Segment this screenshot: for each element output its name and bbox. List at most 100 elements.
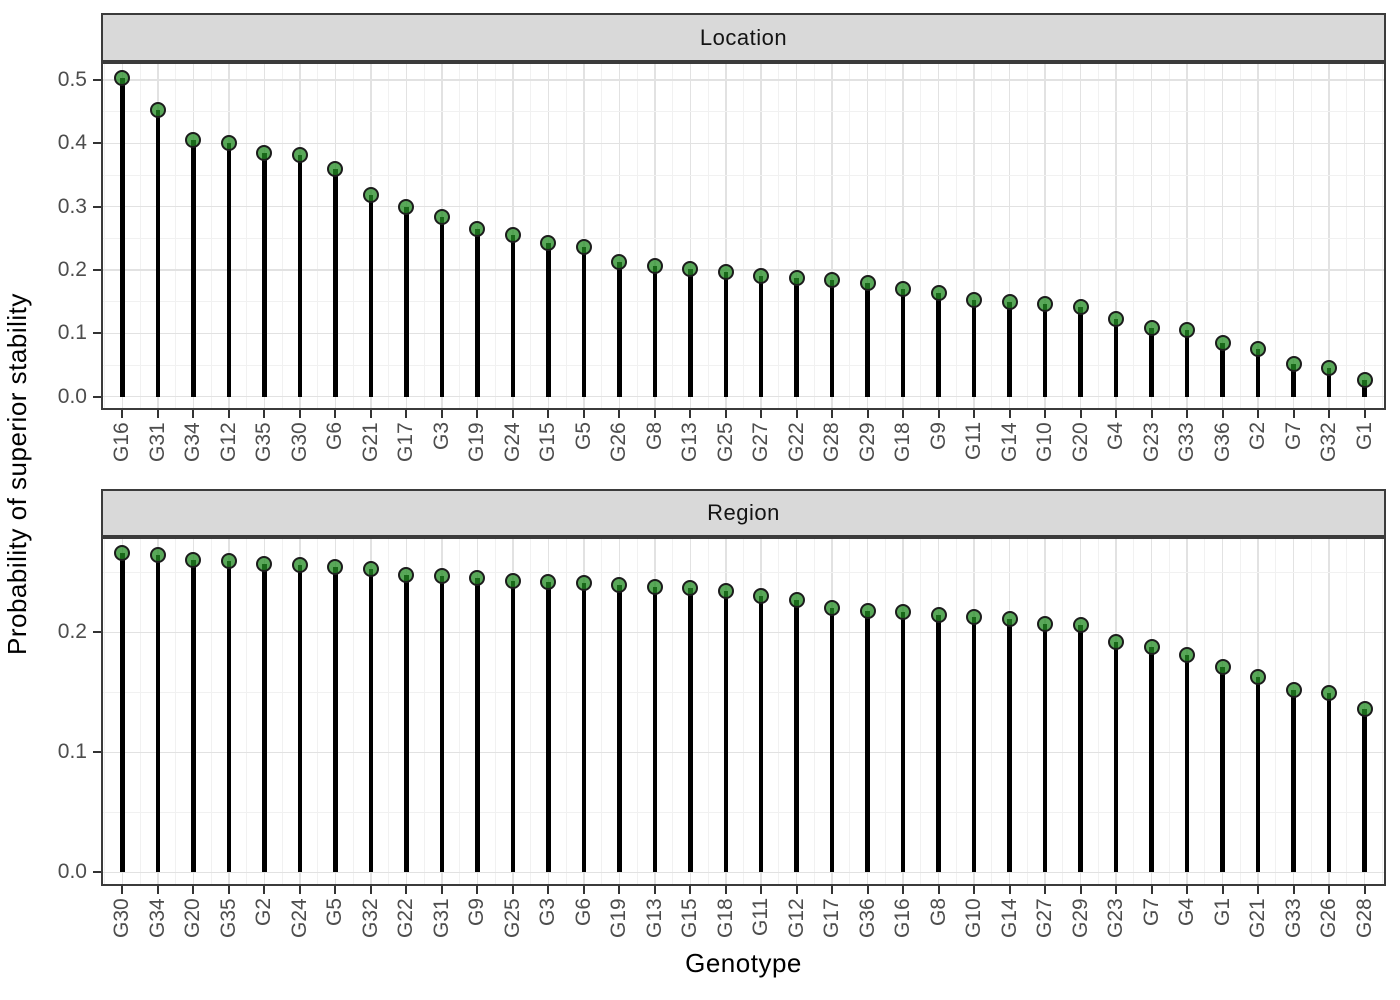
x-axis-tick	[866, 410, 869, 418]
grid-line-vertical-minor	[1310, 537, 1312, 886]
x-axis-tick	[227, 410, 230, 418]
x-tick-label: G3	[429, 422, 453, 451]
grid-line-vertical-minor	[707, 62, 709, 410]
lollipop-stem	[794, 277, 799, 397]
lollipop-stem	[652, 586, 657, 873]
x-tick-label: G25	[713, 422, 737, 462]
grid-line-vertical-minor	[459, 62, 461, 410]
grid-line-vertical-minor	[813, 62, 815, 410]
x-axis-tick	[440, 886, 443, 894]
x-tick-label: G30	[287, 422, 311, 462]
x-axis-tick	[1115, 886, 1118, 894]
lollipop-stem	[1149, 327, 1154, 397]
grid-line-vertical-minor	[139, 62, 141, 410]
lollipop-stem	[1326, 693, 1332, 873]
lollipop-stem	[333, 169, 338, 397]
grid-line-vertical-minor	[636, 62, 638, 410]
lollipop-point	[1356, 372, 1373, 389]
x-tick-label: G24	[287, 898, 311, 938]
lollipop-stem	[758, 275, 764, 397]
lollipop-stem	[971, 299, 977, 397]
x-tick-label: G5	[323, 898, 347, 927]
y-axis-tick	[93, 269, 101, 271]
x-tick-label: G5	[571, 422, 595, 451]
x-tick-label: G17	[394, 422, 418, 462]
grid-line-horizontal-major	[101, 751, 1386, 754]
grid-line-vertical-major	[654, 62, 656, 410]
x-axis-tick	[1186, 886, 1189, 894]
x-axis-tick	[547, 410, 550, 418]
grid-line-vertical-minor	[210, 62, 212, 410]
lollipop-stem	[333, 567, 338, 873]
lollipop-point	[611, 253, 628, 270]
x-axis-tick	[227, 886, 230, 894]
grid-line-vertical-minor	[246, 537, 248, 886]
x-axis-title: Genotype	[685, 947, 802, 978]
grid-line-vertical-major	[1221, 62, 1224, 410]
x-tick-label: G33	[1175, 422, 1199, 462]
x-axis-tick	[369, 886, 372, 894]
grid-line-vertical-minor	[104, 537, 106, 886]
grid-line-vertical-minor	[1275, 537, 1277, 886]
grid-line-vertical-major	[583, 62, 585, 410]
lollipop-point	[362, 187, 379, 204]
grid-line-vertical-major	[725, 62, 727, 410]
grid-line-vertical-minor	[743, 537, 744, 886]
grid-line-vertical-minor	[530, 62, 532, 410]
grid-line-vertical-minor	[423, 537, 425, 886]
x-axis-tick	[156, 886, 159, 894]
x-tick-label: G16	[891, 898, 915, 938]
grid-line-vertical-minor	[601, 537, 602, 886]
x-axis-tick	[1292, 886, 1295, 894]
x-axis-tick	[1328, 410, 1331, 418]
x-tick-label: G30	[110, 898, 134, 938]
x-tick-label: G11	[962, 422, 986, 461]
grid-line-horizontal-major	[101, 269, 1386, 271]
lollipop-stem	[617, 585, 622, 873]
x-axis-tick	[476, 410, 479, 418]
x-tick-label: G1	[1352, 422, 1376, 451]
lollipop-point	[256, 144, 273, 161]
lollipop-point	[1143, 638, 1160, 655]
x-axis-tick	[511, 886, 514, 894]
lollipop-point	[753, 267, 770, 284]
grid-line-vertical-minor	[246, 62, 248, 410]
grid-line-horizontal-minor	[101, 811, 1386, 813]
x-tick-label: G35	[216, 898, 240, 938]
x-tick-label: G6	[323, 422, 347, 451]
x-tick-label: G19	[607, 898, 631, 938]
x-tick-label: G31	[429, 898, 453, 938]
lollipop-stem	[297, 565, 303, 873]
grid-line-vertical-minor	[565, 537, 567, 886]
y-tick-label: 0.0	[57, 860, 87, 884]
grid-line-vertical-major	[1328, 62, 1330, 410]
x-axis-tick	[334, 410, 337, 418]
x-tick-label: G31	[145, 422, 169, 462]
x-tick-label: G12	[784, 898, 808, 938]
grid-line-vertical-minor	[778, 62, 780, 410]
lollipop-point	[1214, 335, 1231, 352]
grid-line-vertical-major	[973, 62, 975, 410]
grid-line-vertical-major	[937, 62, 940, 410]
lollipop-stem	[1255, 349, 1261, 397]
lollipop-stem	[900, 611, 906, 873]
lollipop-point	[1108, 633, 1125, 650]
y-axis-tick	[93, 751, 101, 754]
grid-line-vertical-minor	[1346, 62, 1348, 410]
x-tick-label: G8	[926, 898, 950, 927]
x-axis-tick	[902, 886, 905, 894]
grid-line-vertical-major	[689, 62, 691, 410]
grid-line-vertical-minor	[1239, 62, 1241, 410]
lollipop-stem	[510, 580, 516, 873]
x-tick-label: G21	[1246, 898, 1270, 938]
grid-line-vertical-major	[1150, 62, 1153, 410]
lollipop-point	[1037, 615, 1054, 632]
x-axis-tick	[653, 886, 656, 894]
lollipop-point	[717, 263, 734, 280]
facet-strip-label: Location	[699, 24, 788, 50]
y-axis-tick	[93, 631, 101, 634]
grid-line-vertical-minor	[1026, 537, 1028, 886]
lollipop-point	[540, 235, 557, 252]
grid-line-vertical-minor	[813, 537, 815, 886]
y-axis-tick	[93, 78, 101, 81]
